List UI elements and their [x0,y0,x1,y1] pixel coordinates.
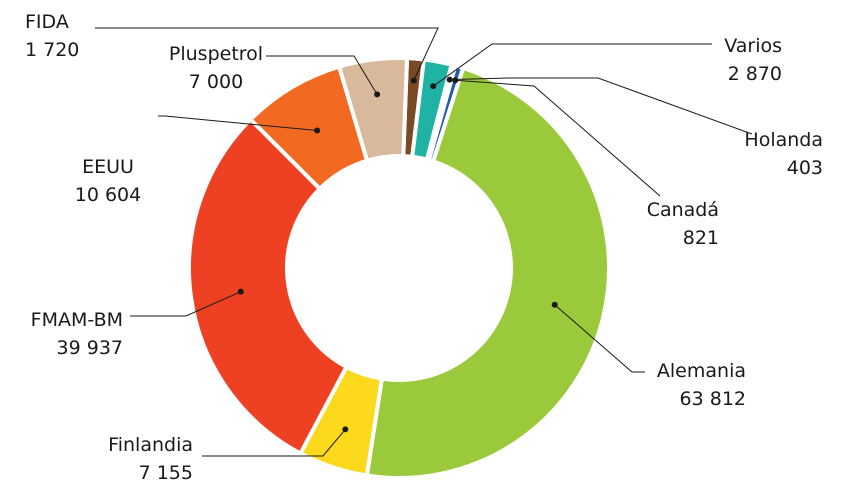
label-holanda-name: Holanda [744,129,823,151]
leader-dot-holanda [446,76,453,83]
label-eeuu-name: EEUU [82,156,134,178]
leader-dot-alemania [551,301,558,308]
leader-line-fmam-bm [130,291,241,317]
label-pluspetrol-value: 7 000 [189,71,243,93]
label-varios-name: Varios [724,35,782,57]
chart-slices [187,56,611,480]
label-pluspetrol-name: Pluspetrol [169,43,263,65]
label-fida-value: 1 720 [25,39,79,61]
leader-dot-finlandia [342,426,349,433]
label-fmam-bm-name: FMAM-BM [31,309,123,331]
leader-dot-pluspetrol [374,91,381,98]
slice-fmam-bm [187,117,349,456]
label-finlandia-value: 7 155 [139,462,193,483]
label-finlandia-name: Finlandia [108,434,193,456]
slice-pluspetrol [337,56,410,163]
leader-lines [95,27,753,457]
leader-line-holanda [449,77,753,135]
leader-line-canada [455,79,661,197]
leader-line-eeuu [158,115,318,132]
leader-line-pluspetrol [266,55,378,95]
leader-dot-eeuu [314,127,321,134]
label-canada-value: 821 [683,227,719,249]
leader-dot-fida [410,77,417,84]
leader-dot-canada [452,77,459,84]
label-canada-name: Canadá [647,199,719,221]
label-alemania-name: Alemania [657,360,746,382]
leader-line-varios [432,43,712,87]
leader-dot-varios [430,83,437,90]
leader-line-finlandia [202,428,346,457]
leader-line-fida [95,27,439,81]
leader-dot-fmam-bm [237,288,244,295]
label-varios-value: 2 870 [728,63,782,85]
label-holanda-value: 403 [787,157,823,179]
label-alemania-value: 63 812 [680,388,746,410]
label-fida-name: FIDA [25,11,69,33]
label-eeuu-value: 10 604 [75,184,141,206]
label-fmam-bm-value: 39 937 [57,337,123,359]
slice-alemania [364,66,611,480]
leader-line-alemania [554,304,645,373]
